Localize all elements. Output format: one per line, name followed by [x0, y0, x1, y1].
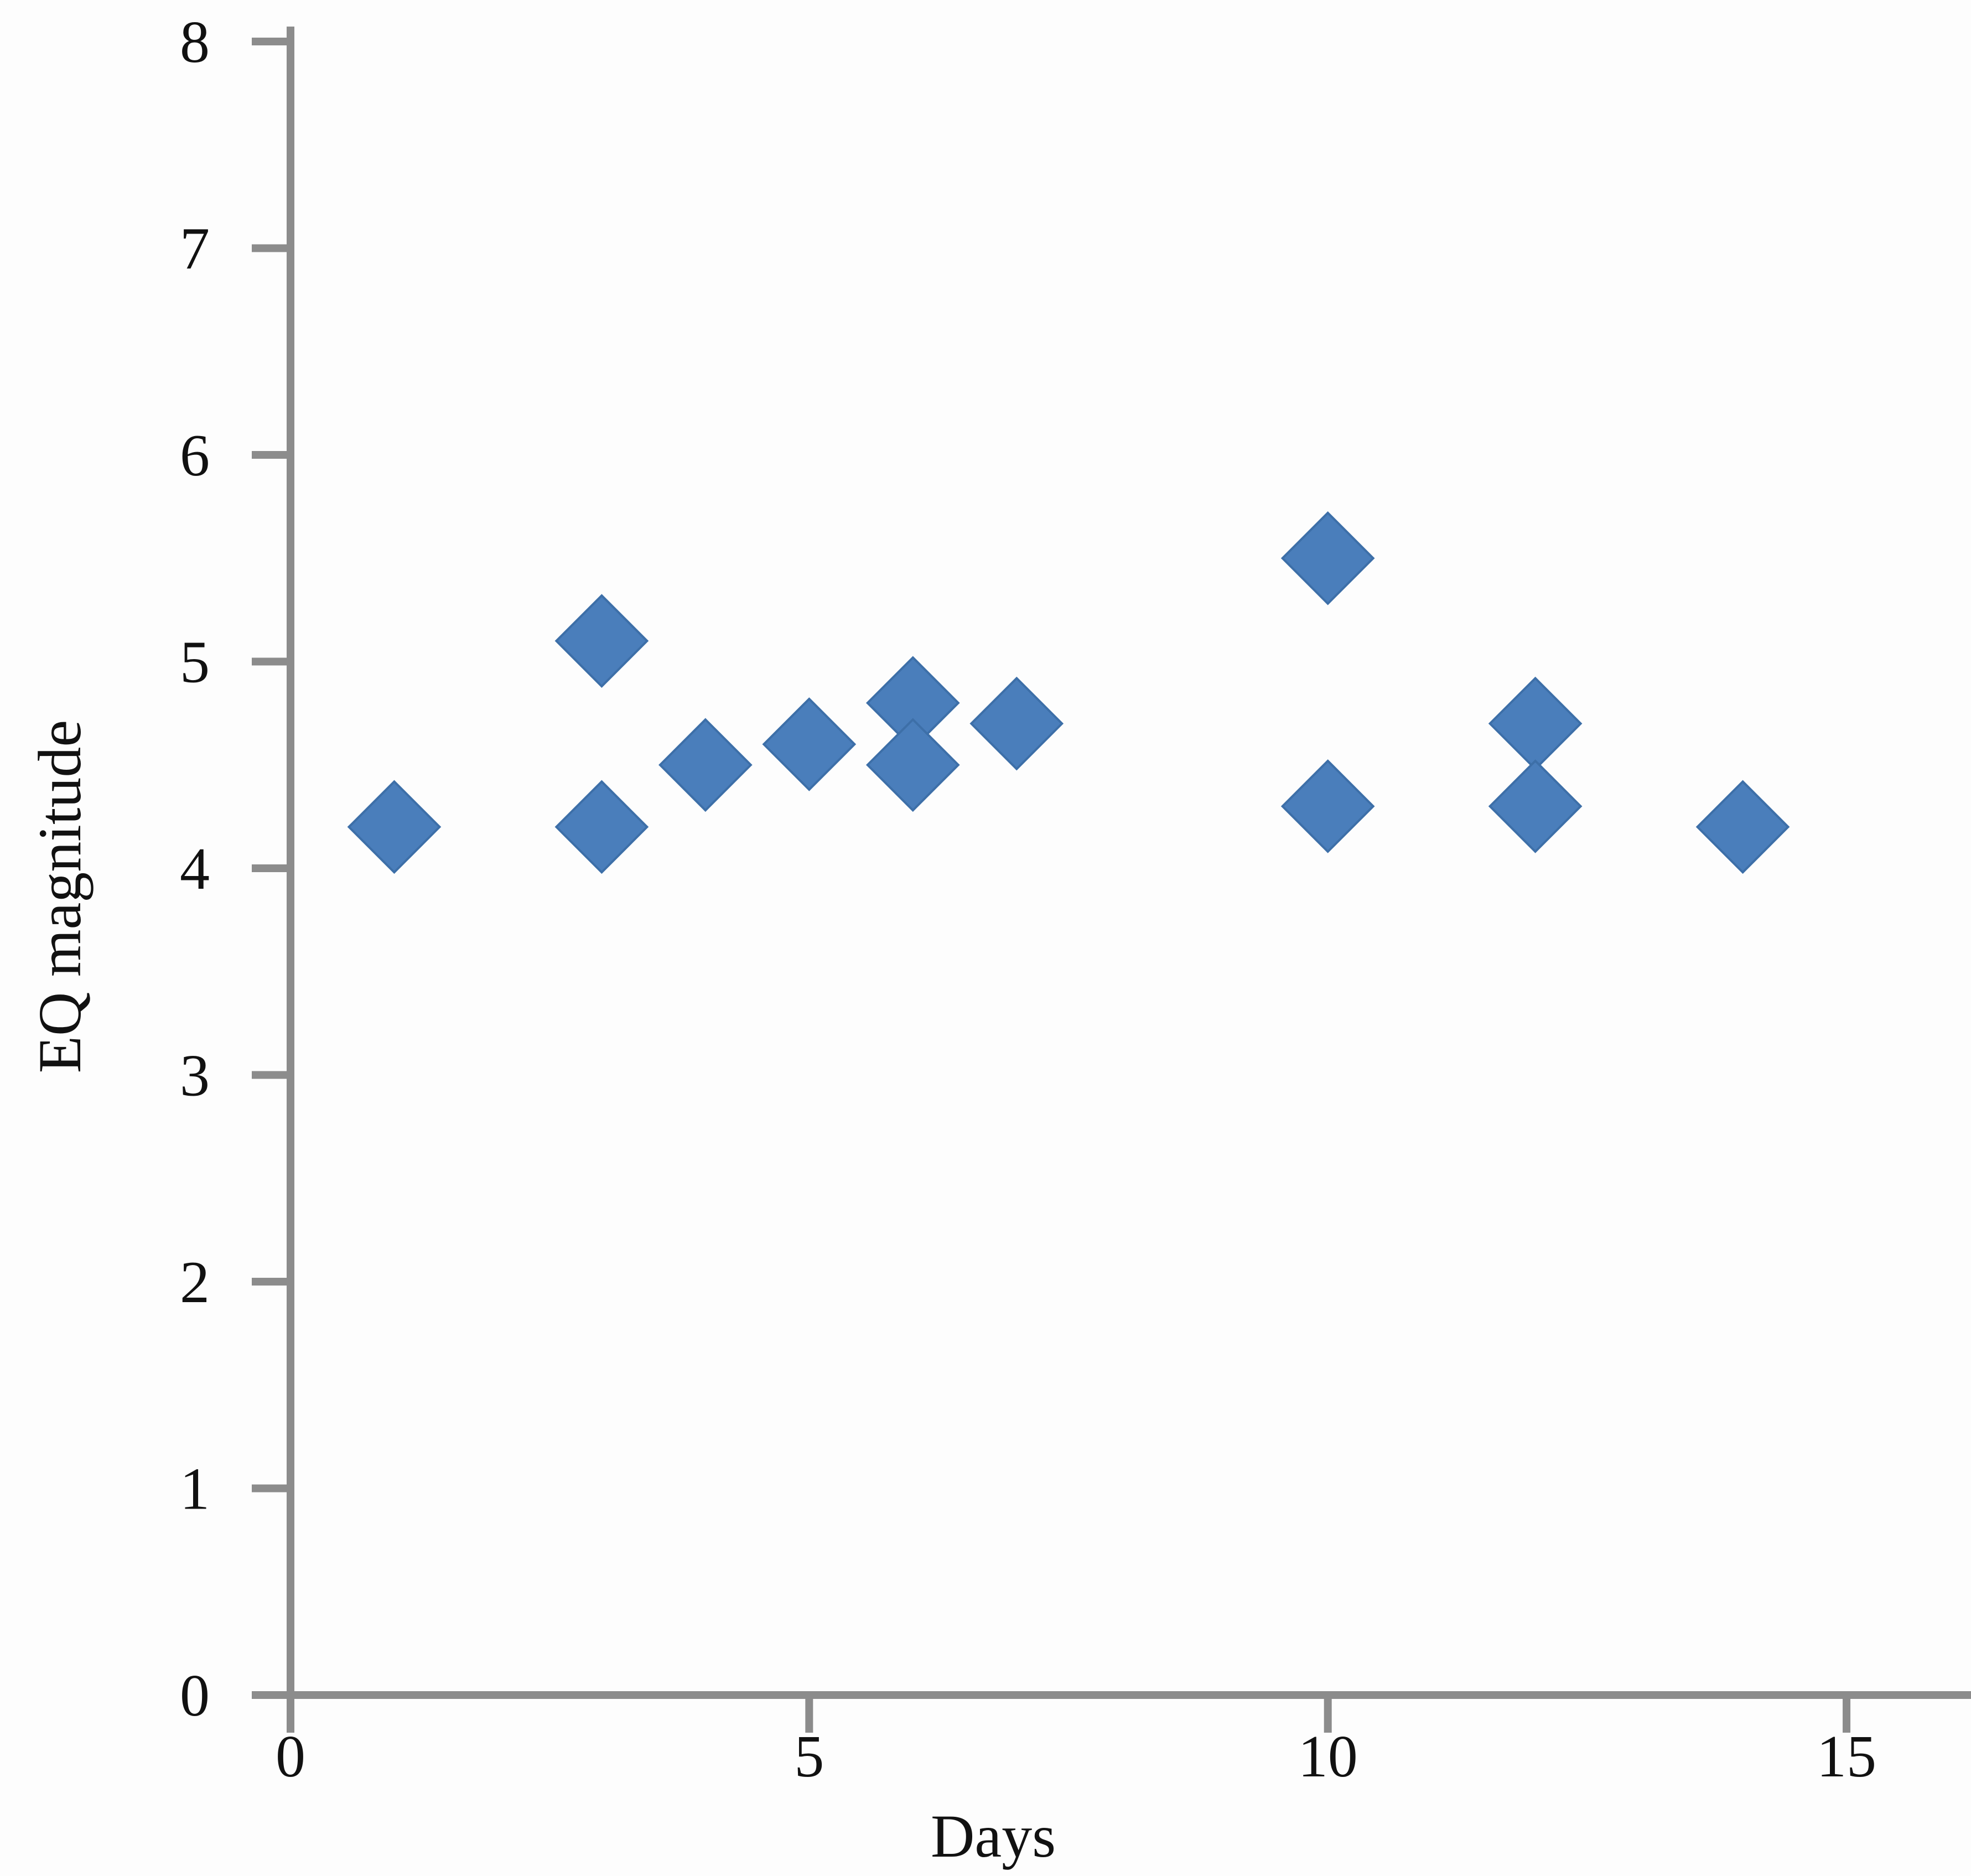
y-tick-label: 2 — [180, 1250, 210, 1315]
data-points — [347, 511, 1790, 874]
data-point — [347, 780, 442, 874]
y-tick-label: 0 — [180, 1663, 210, 1729]
y-tick-label: 5 — [180, 630, 210, 696]
x-tick-label: 5 — [794, 1724, 824, 1790]
x-axis: 0 5 10 15 — [252, 1691, 1971, 1790]
data-point — [658, 718, 753, 812]
y-tick-label: 8 — [180, 9, 210, 75]
data-point — [1280, 511, 1375, 605]
data-point — [554, 780, 649, 874]
data-point — [1488, 676, 1583, 771]
data-point — [762, 697, 857, 791]
x-tick-label: 15 — [1817, 1724, 1876, 1790]
y-axis: 0 1 2 3 4 5 6 7 8 — [180, 9, 294, 1729]
data-point — [865, 718, 960, 812]
x-axis-label: Days — [931, 1802, 1056, 1870]
y-tick-label: 7 — [180, 216, 210, 282]
x-tick-label: 0 — [276, 1724, 305, 1790]
y-tick-label: 6 — [180, 423, 210, 489]
y-tick-label: 1 — [180, 1457, 210, 1522]
data-point — [969, 676, 1064, 771]
y-axis-label: EQ magnitude — [26, 720, 94, 1073]
data-point — [554, 594, 649, 688]
data-point — [1695, 780, 1790, 874]
y-tick-label: 3 — [180, 1043, 210, 1109]
data-point — [1280, 759, 1375, 853]
y-tick-label: 4 — [180, 836, 210, 902]
data-point — [1488, 759, 1583, 853]
x-tick-label: 10 — [1298, 1724, 1358, 1790]
